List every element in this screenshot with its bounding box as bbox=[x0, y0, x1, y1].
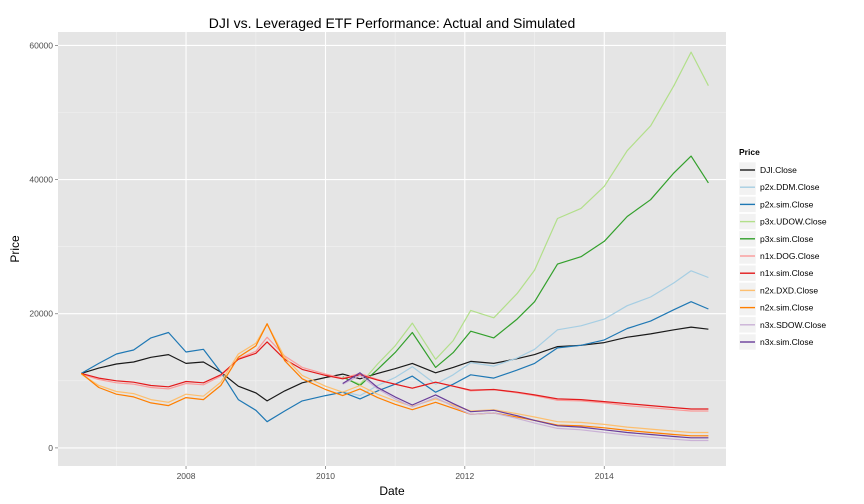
legend-label: n3x.sim.Close bbox=[760, 337, 814, 347]
legend-label: DJI.Close bbox=[760, 165, 797, 175]
legend-label: n2x.DXD.Close bbox=[760, 285, 818, 295]
legend-item-p2x-sim-close: p2x.sim.Close bbox=[738, 196, 814, 213]
legend-title: Price bbox=[739, 147, 760, 157]
series-line-n2x-dxd-close bbox=[80, 323, 709, 434]
series-line-p2x-ddm-close bbox=[342, 270, 709, 397]
y-tick-label: 20000 bbox=[29, 309, 53, 319]
y-tick-label: 60000 bbox=[29, 40, 53, 50]
major-gridlines bbox=[58, 32, 726, 466]
legend-item-n3x-sim-close: n3x.sim.Close bbox=[738, 333, 814, 351]
series-line-p2x-sim-close bbox=[81, 301, 709, 423]
series-line-n2x-sim-close bbox=[80, 323, 709, 437]
x-tick-label: 2012 bbox=[455, 471, 474, 481]
legend-label: n2x.sim.Close bbox=[760, 303, 814, 313]
legend-label: p3x.sim.Close bbox=[760, 234, 814, 244]
y-axis: 0 20000 40000 60000 bbox=[29, 40, 58, 453]
legend-item-n1x-sim-close: n1x.sim.Close bbox=[738, 264, 814, 282]
series-lines bbox=[80, 51, 709, 442]
series-line-p3x-udow-close bbox=[342, 51, 709, 385]
legend: Price DJI.Close p2x.DDM.Close p2x.sim.Clos… bbox=[738, 147, 827, 351]
legend-label: n3x.SDOW.Close bbox=[760, 320, 826, 330]
legend-item-p2x-ddm-close: p2x.DDM.Close bbox=[738, 178, 820, 196]
x-axis: 2008 2010 2012 2014 bbox=[177, 466, 614, 481]
y-tick-label: 40000 bbox=[29, 175, 53, 185]
chart-title: DJI vs. Leveraged ETF Performance: Actua… bbox=[209, 15, 576, 31]
legend-label: p2x.DDM.Close bbox=[760, 182, 820, 192]
legend-label: n1x.sim.Close bbox=[760, 268, 814, 278]
series-line-n3x-sdow-close bbox=[342, 374, 709, 442]
series-line-n1x-sim-close bbox=[81, 341, 709, 410]
series-line-n1x-dog-close bbox=[81, 336, 709, 412]
plot-panel bbox=[58, 32, 726, 466]
x-tick-label: 2008 bbox=[177, 471, 196, 481]
legend-label: n1x.DOG.Close bbox=[760, 251, 820, 261]
legend-item-n2x-dxd-close: n2x.DXD.Close bbox=[738, 282, 818, 299]
x-axis-title: Date bbox=[379, 484, 405, 498]
series-line-n3x-sim-close bbox=[342, 372, 709, 439]
series-line-p3x-sim-close bbox=[342, 155, 709, 387]
x-tick-label: 2014 bbox=[595, 471, 614, 481]
legend-label: p3x.UDOW.Close bbox=[760, 217, 827, 227]
legend-label: p2x.sim.Close bbox=[760, 199, 814, 209]
legend-item-n1x-dog-close: n1x.DOG.Close bbox=[738, 247, 820, 265]
y-axis-title: Price bbox=[8, 235, 22, 263]
legend-item-n3x-sdow-close: n3x.SDOW.Close bbox=[738, 316, 826, 334]
legend-item-dji-close: DJI.Close bbox=[738, 161, 797, 179]
minor-gridlines bbox=[58, 32, 726, 466]
legend-item-p3x-sim-close: p3x.sim.Close bbox=[738, 230, 814, 248]
x-tick-label: 2010 bbox=[316, 471, 335, 481]
y-tick-label: 0 bbox=[48, 443, 53, 453]
legend-item-p3x-udow-close: p3x.UDOW.Close bbox=[738, 213, 827, 230]
legend-item-n2x-sim-close: n2x.sim.Close bbox=[738, 299, 814, 316]
